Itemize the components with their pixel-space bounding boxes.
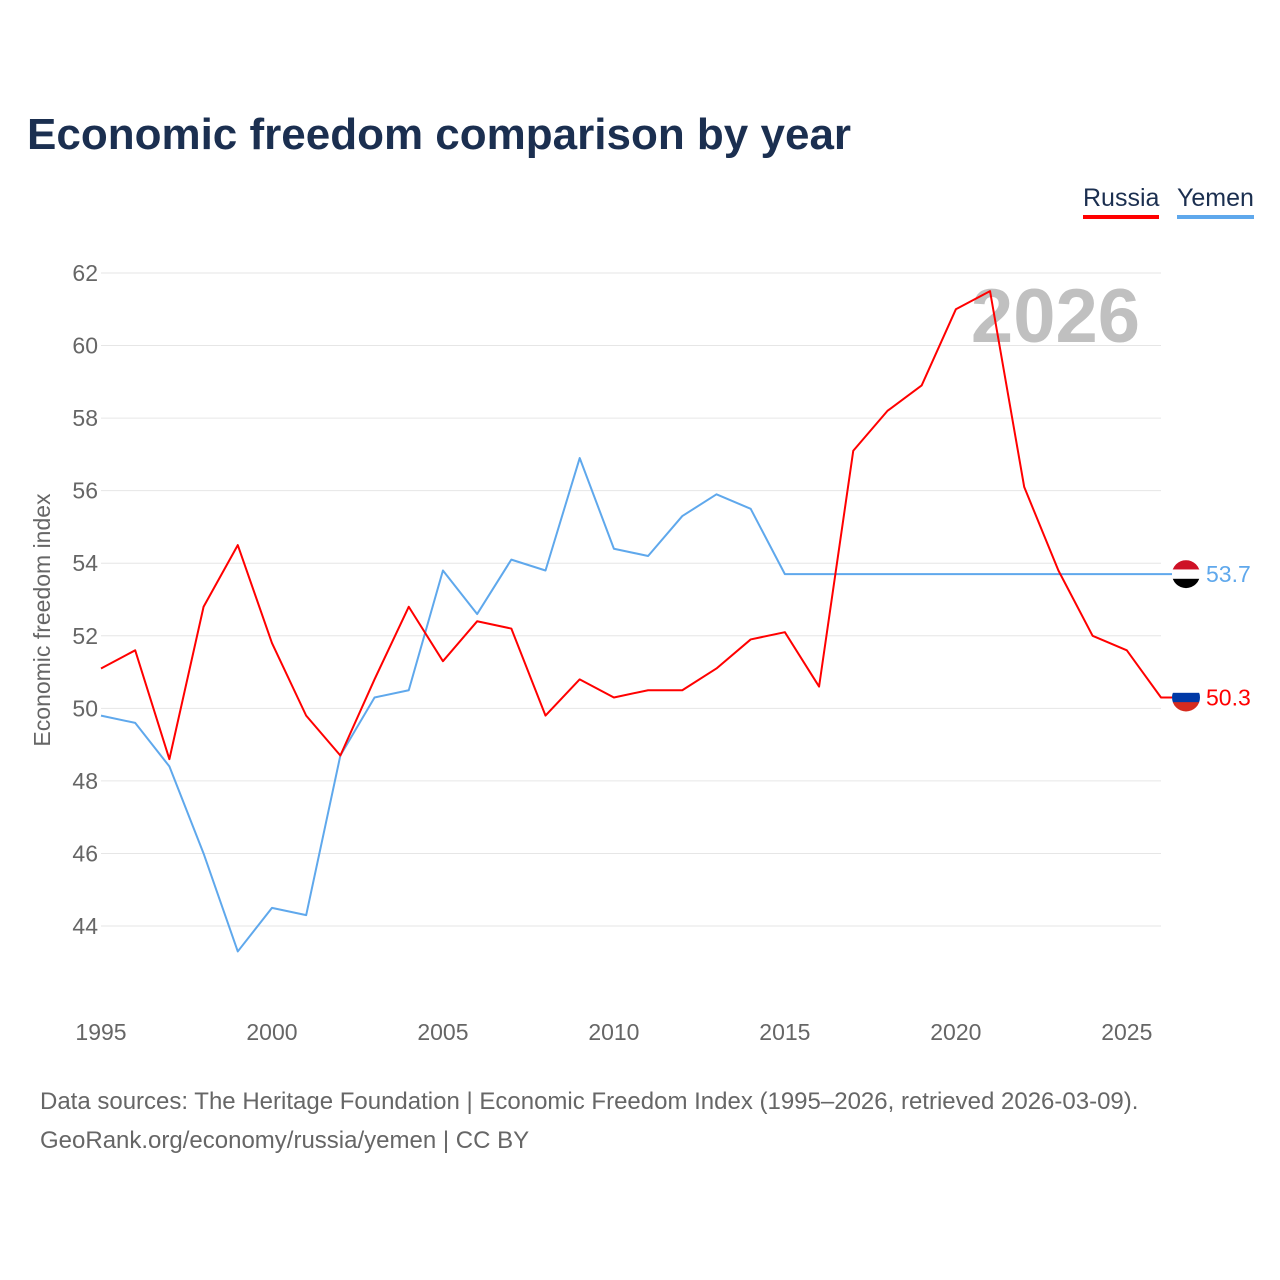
series-line-russia: [100, 290, 1172, 761]
end-value-label-yemen: 53.7: [1206, 561, 1251, 587]
flag-stripe: [1172, 560, 1200, 570]
y-tick-label: 62: [72, 260, 98, 286]
russia-flag-icon: [1172, 683, 1200, 712]
year-watermark: 2026: [971, 274, 1140, 359]
y-tick-label: 46: [72, 840, 98, 866]
flag-stripe: [1172, 692, 1200, 703]
x-tick-label: 2025: [1101, 1019, 1152, 1045]
footer-sources: Data sources: The Heritage Foundation | …: [40, 1088, 1139, 1115]
x-tick-label: 2005: [417, 1019, 468, 1045]
y-tick-label: 48: [72, 768, 98, 794]
flag-stripe: [1172, 578, 1200, 589]
legend-russia[interactable]: Russia: [1083, 184, 1160, 219]
y-tick-label: 60: [72, 333, 98, 359]
y-tick-label: 44: [72, 913, 98, 939]
end-value-label-russia: 50.3: [1206, 684, 1251, 710]
y-tick-label: 58: [72, 405, 98, 431]
x-tick-label: 2000: [246, 1019, 297, 1045]
flag-stripe: [1172, 683, 1200, 694]
y-tick-label: 54: [72, 550, 98, 576]
chart-title: Economic freedom comparison by year: [27, 110, 852, 159]
x-tick-label: 2015: [759, 1019, 810, 1045]
flag-stripe: [1172, 702, 1200, 712]
flag-stripe: [1172, 569, 1200, 580]
yemen-flag-icon: [1172, 560, 1200, 589]
x-tick-label: 2010: [588, 1019, 639, 1045]
y-tick-label: 56: [72, 478, 98, 504]
y-tick-label: 52: [72, 623, 98, 649]
footer-link[interactable]: GeoRank.org/economy/russia/yemen | CC BY: [40, 1127, 530, 1154]
legend-yemen[interactable]: Yemen: [1177, 184, 1254, 219]
y-axis-label: Economic freedom index: [29, 493, 55, 747]
y-tick-label: 50: [72, 695, 98, 721]
x-tick-label: 2020: [930, 1019, 981, 1045]
x-tick-label: 1995: [75, 1019, 126, 1045]
series-line-yemen: [100, 457, 1172, 953]
